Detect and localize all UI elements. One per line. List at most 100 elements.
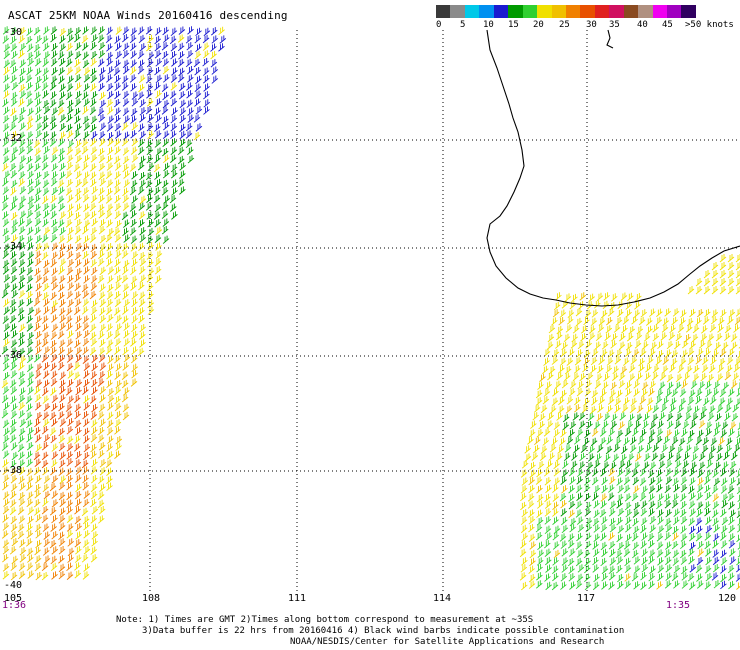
wind-barb [97, 275, 105, 284]
wind-barb [90, 419, 98, 428]
wind-barb [170, 170, 178, 179]
wind-barb [18, 314, 25, 323]
wind-barb [115, 274, 123, 284]
wind-barb [736, 581, 740, 590]
wind-barb [610, 461, 617, 471]
wind-barb [75, 466, 83, 475]
wind-barb [696, 501, 704, 510]
wind-barb [58, 147, 66, 157]
wind-barb [18, 35, 26, 44]
wind-barb [616, 500, 623, 509]
wind-barb [74, 570, 82, 579]
wind-barb [155, 275, 162, 284]
wind-barb [581, 325, 588, 334]
wind-barb [218, 43, 225, 52]
wind-barb [73, 163, 81, 172]
wind-barb [66, 506, 73, 515]
wind-barb [35, 411, 43, 421]
wind-barb [535, 389, 543, 399]
wind-barb [17, 506, 25, 515]
wind-barb [529, 469, 537, 478]
wind-barb [536, 572, 543, 581]
wind-barb [82, 226, 89, 235]
wind-barb [620, 292, 628, 301]
wind-barb [545, 581, 552, 591]
wind-barb [42, 283, 50, 292]
wind-barb [66, 523, 74, 532]
wind-barb [98, 26, 105, 35]
wind-barb [728, 388, 735, 397]
wind-barb [711, 309, 719, 318]
wind-barb [567, 540, 575, 549]
wind-barb [194, 50, 202, 60]
wind-barb [187, 74, 194, 83]
wind-barb [602, 300, 610, 310]
wind-barb [83, 522, 90, 531]
wind-barb [114, 250, 122, 259]
wind-barb [34, 523, 42, 533]
wind-barb [146, 139, 153, 149]
wind-barb [557, 405, 565, 414]
wind-barb [107, 283, 114, 293]
wind-barb [162, 34, 170, 43]
wind-barb [537, 541, 544, 551]
wind-barb [185, 58, 193, 68]
wind-barb [628, 325, 636, 335]
wind-barb [25, 411, 33, 421]
wind-barb [90, 466, 98, 475]
wind-barb [727, 270, 735, 279]
wind-barb [138, 138, 145, 148]
wind-barb [187, 66, 194, 75]
wind-barb [155, 242, 162, 251]
wind-barb [115, 442, 122, 451]
wind-barb [719, 254, 727, 263]
wind-barb [563, 372, 571, 382]
wind-barb [641, 564, 649, 573]
wind-barb [616, 565, 623, 574]
wind-barb [584, 309, 592, 318]
wind-barb [42, 195, 49, 205]
wind-barb [601, 341, 609, 350]
wind-barb [153, 211, 161, 220]
wind-barb [712, 493, 720, 502]
wind-barb [83, 154, 90, 163]
wind-barb [705, 525, 713, 534]
wind-barb [106, 123, 114, 132]
wind-barb [672, 493, 679, 502]
wind-barb [59, 162, 66, 172]
wind-barb [67, 370, 75, 379]
wind-barb [106, 26, 113, 36]
wind-barb [146, 67, 154, 76]
wind-barb [147, 162, 155, 172]
wind-barb [728, 540, 736, 549]
wind-barb [51, 50, 58, 59]
scale-tick: 5 [460, 20, 466, 30]
wind-barb [123, 131, 130, 140]
wind-barb [648, 429, 656, 438]
wind-barb [89, 202, 97, 212]
wind-barb [130, 115, 137, 124]
wind-barb [559, 309, 567, 318]
wind-barb [115, 243, 123, 252]
wind-barb [648, 388, 655, 397]
wind-barb [11, 146, 19, 156]
wind-barb [121, 82, 129, 91]
wind-barb [592, 564, 600, 573]
wind-barb [10, 571, 18, 581]
wind-barb [632, 348, 640, 358]
scale-swatch [609, 5, 624, 18]
wind-barb [19, 59, 26, 68]
wind-barb [97, 107, 105, 117]
wind-barb [553, 525, 561, 534]
wind-barb [736, 389, 740, 397]
wind-barb [51, 314, 58, 323]
wind-barb [147, 114, 154, 123]
wind-barb [121, 138, 129, 147]
wind-barb [711, 262, 719, 271]
wind-barb [10, 35, 17, 45]
wind-barb [701, 445, 709, 454]
wind-barb [556, 412, 563, 421]
wind-barb [713, 580, 721, 589]
wind-barb [652, 333, 660, 342]
wind-barb [130, 282, 137, 291]
